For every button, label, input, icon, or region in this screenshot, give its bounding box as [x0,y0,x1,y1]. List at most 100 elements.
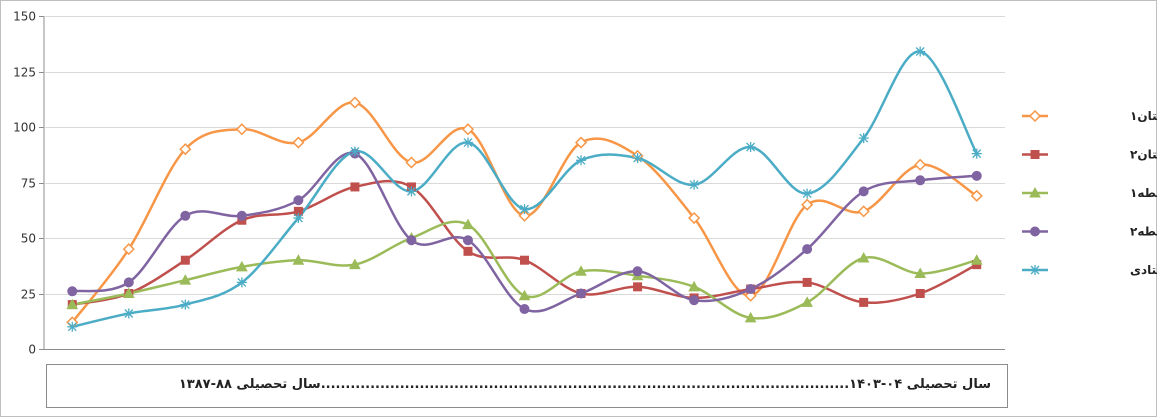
data-point-series-3 [292,254,305,265]
data-point-series-3 [857,251,870,263]
data-point-series-2 [520,255,529,265]
legend-label-1: کارکنان دبستان۱ [1130,109,1157,123]
data-point-series-3 [518,289,531,301]
data-point-series-1 [292,136,305,149]
data-point-series-5 [689,179,700,190]
data-point-series-1 [914,158,927,171]
y-tick-label: 50 [21,232,36,246]
legend-label-3: کارکنان متوسطه۱ [1130,186,1157,201]
data-point-series-3 [122,287,135,298]
data-point-series-4 [858,186,869,197]
data-point-series-2 [463,246,473,256]
data-point-series-4 [293,195,304,206]
data-point-series-5 [462,137,473,148]
gridlines [39,16,1005,350]
data-point-series-1 [179,143,192,156]
data-point-series-4 [689,295,700,306]
data-point-series-5 [576,155,587,166]
data-point-series-4 [236,210,247,221]
y-tick-label: 125 [13,66,36,80]
data-point-series-3 [744,311,757,323]
data-point-series-4 [519,304,530,315]
data-point-series-5 [180,299,191,310]
y-tick-label: 150 [13,10,36,24]
data-point-series-3 [179,274,192,285]
data-point-series-5 [293,213,304,224]
data-point-series-4 [67,286,78,297]
data-point-series-4 [915,175,926,186]
data-point-series-5 [632,153,643,164]
data-point-series-5 [519,204,530,215]
data-point-series-3 [236,260,248,272]
data-point-series-2 [180,255,190,265]
data-point-series-1 [122,243,135,256]
legend-marker-2 [1030,150,1040,159]
data-point-series-3 [688,280,700,292]
data-point-series-2 [859,297,869,307]
data-point-series-3 [575,265,587,276]
data-point-series-1 [405,156,418,169]
data-point-series-1 [461,123,475,136]
data-point-series-3 [914,267,927,279]
series-line-4 [72,151,977,313]
data-point-series-1 [857,205,870,218]
series-line-3 [72,220,978,320]
data-point-series-2 [633,282,643,292]
y-axis-ticks: 0 25 50 75 100 125 150 [13,10,36,357]
legend-label-5: کارکنان ستادی [1130,263,1157,277]
data-point-series-2 [802,277,812,287]
legend: کارکنان دبستان۱ کارکنان دبستان۲ کارکنان مت… [1022,109,1157,277]
data-point-series-4 [123,277,134,288]
data-point-series-5 [406,186,417,197]
y-tick-label: 75 [21,177,36,191]
data-point-series-1 [801,198,814,211]
legend-marker-5 [1030,265,1040,275]
data-point-series-3 [801,296,813,307]
legend-label-4: کارکنان متوسطه۲ [1130,225,1157,240]
data-point-series-4 [745,284,756,295]
data-point-series-1 [348,96,361,109]
x-axis-label-box: سال تحصیلی ۰۴-۱۴۰۳......................… [46,364,1008,408]
legend-marker-3 [1029,186,1041,198]
data-point-series-5 [802,188,813,199]
data-point-series-1 [688,211,701,225]
x-axis-label: سال تحصیلی ۰۴-۱۴۰۳......................… [178,377,991,392]
data-point-series-5 [349,146,360,157]
data-point-series-5 [123,308,134,319]
data-point-series-4 [576,288,587,299]
data-point-series-1 [518,209,531,222]
data-point-series-4 [802,244,813,255]
data-point-series-2 [915,289,925,298]
series-line-5 [71,50,978,329]
data-point-series-3 [462,218,474,230]
y-tick-label: 0 [28,343,36,357]
data-point-series-5 [858,133,869,144]
y-tick-label: 100 [13,121,36,135]
data-point-series-5 [915,46,926,57]
series-markers [66,46,983,332]
data-point-series-4 [406,235,417,246]
data-point-series-5 [745,141,756,152]
data-point-series-1 [970,189,983,202]
data-point-series-4 [180,210,191,221]
legend-marker-1 [1028,109,1042,123]
data-point-series-5 [236,277,247,288]
series-line-2 [72,179,978,306]
series-lines [71,50,978,329]
data-point-series-3 [66,298,79,310]
legend-marker-4 [1030,226,1040,237]
legend-label-2: کارکنان دبستان۲ [1130,148,1157,162]
data-point-series-5 [971,148,982,159]
data-point-series-3 [970,254,983,265]
data-point-series-2 [350,182,360,192]
data-point-series-1 [235,123,248,136]
data-point-series-5 [67,321,78,332]
data-point-series-4 [632,266,643,277]
data-point-series-1 [574,136,588,149]
data-point-series-4 [971,170,982,181]
data-point-series-3 [349,258,361,270]
y-tick-label: 25 [21,288,36,302]
data-point-series-4 [462,235,473,246]
